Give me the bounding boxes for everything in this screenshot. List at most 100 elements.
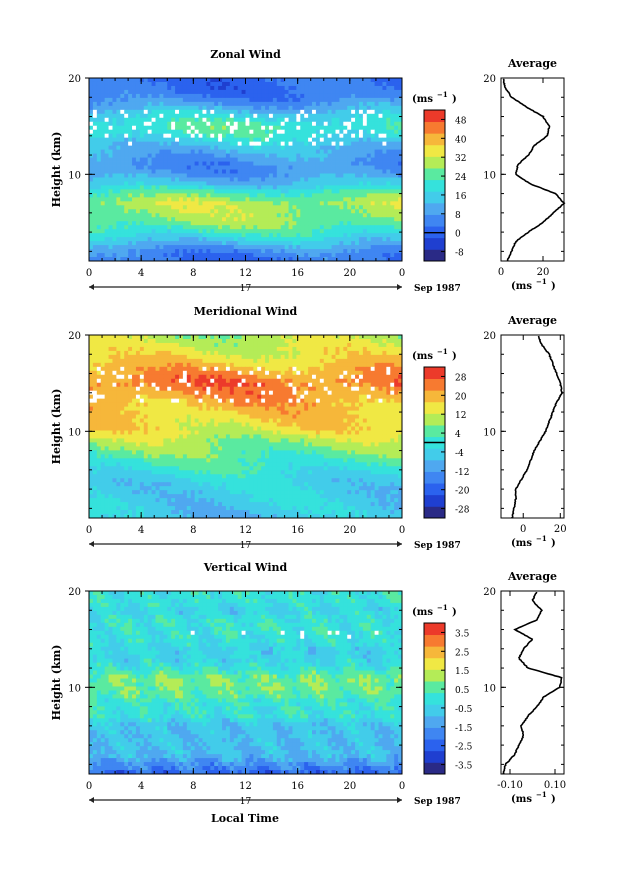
heatmap-cell xyxy=(272,137,278,143)
heatmap-cell xyxy=(300,97,305,103)
heatmap-cell xyxy=(175,153,180,158)
heatmap-cell xyxy=(159,233,164,238)
heatmap-cell xyxy=(362,109,368,115)
heatmap-cell xyxy=(343,173,348,178)
heatmap-cell xyxy=(265,133,270,139)
heatmap-cell xyxy=(355,201,360,206)
heatmap-cell xyxy=(272,97,278,103)
heatmap-cell xyxy=(202,181,207,186)
heatmap-cell xyxy=(253,117,258,123)
heatmap-cell xyxy=(112,382,117,388)
heatmap-cell xyxy=(261,354,266,360)
heatmap-cell xyxy=(366,97,372,103)
heatmap-cell xyxy=(190,225,196,230)
heatmap-cell xyxy=(159,189,164,194)
heatmap-cell xyxy=(335,370,340,376)
heatmap-cell xyxy=(261,237,266,242)
heatmap-cell xyxy=(339,85,344,91)
heatmap-cell xyxy=(143,213,149,218)
heatmap-cell xyxy=(167,201,172,206)
heatmap-cell xyxy=(245,125,250,131)
heatmap-cell xyxy=(355,225,360,230)
heatmap-cell xyxy=(300,229,305,234)
heatmap-cell xyxy=(163,133,168,139)
heatmap-cell xyxy=(257,153,262,158)
heatmap-cell xyxy=(171,217,176,222)
heatmap-cell xyxy=(319,201,325,206)
heatmap-cell xyxy=(139,185,145,190)
heatmap-cell xyxy=(124,117,129,123)
heatmap-cell xyxy=(249,157,254,162)
heatmap-cell xyxy=(327,221,332,226)
heatmap-cell xyxy=(222,378,227,384)
heatmap-cell xyxy=(214,141,219,147)
heatmap-cell xyxy=(265,350,270,356)
heatmap-cell xyxy=(89,129,94,135)
heatmap-cell xyxy=(366,245,372,250)
heatmap-cell xyxy=(366,386,372,392)
heatmap-cell xyxy=(245,129,250,135)
heatmap-cell xyxy=(100,338,106,344)
heatmap-cell xyxy=(151,346,156,352)
heatmap-cell xyxy=(265,229,270,234)
heatmap-cell xyxy=(362,249,368,254)
heatmap-cell xyxy=(245,233,250,238)
heatmap-cell xyxy=(229,233,235,238)
heatmap-cell xyxy=(249,221,254,226)
heatmap-cell xyxy=(292,229,297,234)
heatmap-cell xyxy=(378,169,383,174)
heatmap-cell xyxy=(257,105,262,111)
heatmap-cell xyxy=(386,145,391,151)
heatmap-cell xyxy=(386,350,391,356)
heatmap-cell xyxy=(202,229,207,234)
heatmap-cell xyxy=(276,221,282,226)
heatmap-cell xyxy=(116,197,121,202)
heatmap-cell xyxy=(171,153,176,158)
heatmap-cell xyxy=(276,201,282,206)
heatmap-cell xyxy=(382,157,387,162)
heatmap-cell xyxy=(100,125,106,131)
heatmap-cell xyxy=(124,370,129,376)
heatmap-cell xyxy=(351,157,356,162)
heatmap-cell xyxy=(225,137,231,143)
heatmap-cell xyxy=(319,346,325,352)
heatmap-cell xyxy=(304,81,309,87)
heatmap-cell xyxy=(218,253,223,258)
heatmap-cell xyxy=(390,205,395,210)
heatmap-cell xyxy=(394,257,399,262)
heatmap-cell xyxy=(272,125,278,131)
heatmap-cell xyxy=(233,101,239,107)
heatmap-cell xyxy=(335,165,340,170)
heatmap-cell xyxy=(253,366,258,372)
heatmap-cell xyxy=(202,253,207,258)
heatmap-cell xyxy=(280,370,286,376)
heatmap-cell xyxy=(194,169,199,174)
heatmap-cell xyxy=(222,113,227,119)
heatmap-cell xyxy=(151,237,156,242)
heatmap-cell xyxy=(245,101,250,107)
heatmap-cell xyxy=(327,97,332,103)
heatmap-cell xyxy=(225,193,231,198)
heatmap-cell xyxy=(398,185,403,190)
heatmap-cell xyxy=(245,177,250,182)
heatmap-cell xyxy=(268,237,274,242)
heatmap-cell xyxy=(284,137,289,143)
heatmap-cell xyxy=(296,386,301,392)
heatmap-cell xyxy=(362,354,368,360)
heatmap-cell xyxy=(222,338,227,344)
heatmap-cell xyxy=(120,217,125,222)
heatmap-cell xyxy=(300,121,305,127)
heatmap-cell xyxy=(304,117,309,123)
heatmap-cell xyxy=(120,177,125,182)
heatmap-cell xyxy=(218,225,223,230)
heatmap-cell xyxy=(229,213,235,218)
heatmap-cell xyxy=(143,362,149,368)
heatmap-cell xyxy=(249,149,254,154)
heatmap-cell xyxy=(394,358,399,364)
heatmap-cell xyxy=(198,121,203,127)
heatmap-cell xyxy=(182,117,188,123)
heatmap-cell xyxy=(155,257,160,262)
heatmap-cell xyxy=(382,221,387,226)
heatmap-cell xyxy=(378,374,383,380)
heatmap-cell xyxy=(151,145,156,151)
